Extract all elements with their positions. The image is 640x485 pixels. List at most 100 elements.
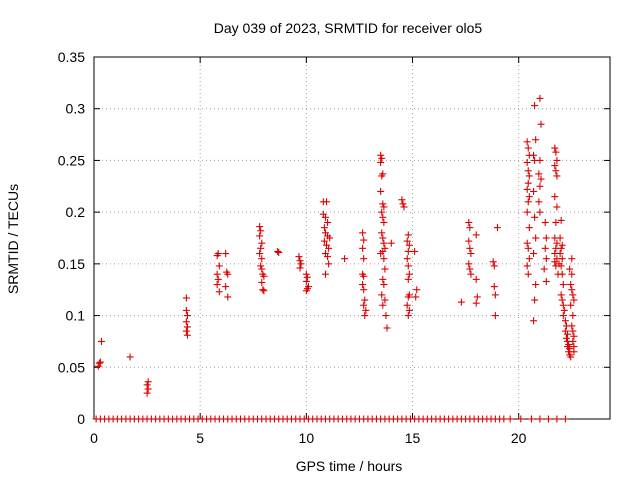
data-point bbox=[553, 156, 561, 164]
data-point bbox=[258, 265, 266, 273]
data-point bbox=[542, 255, 550, 263]
data-point bbox=[359, 281, 367, 289]
data-point bbox=[257, 244, 265, 252]
data-point bbox=[256, 250, 264, 258]
data-point bbox=[144, 385, 152, 393]
data-point bbox=[258, 239, 266, 247]
data-point bbox=[215, 288, 223, 296]
data-point bbox=[213, 281, 221, 289]
x-tick-label: 10 bbox=[299, 430, 315, 446]
x-tick-label: 20 bbox=[511, 430, 527, 446]
data-point bbox=[566, 265, 574, 273]
data-point bbox=[214, 275, 222, 283]
data-point bbox=[568, 255, 576, 263]
data-point bbox=[403, 301, 411, 309]
data-point bbox=[489, 258, 497, 266]
data-point bbox=[524, 167, 532, 175]
data-point bbox=[560, 306, 568, 314]
data-point bbox=[552, 218, 560, 226]
y-tick-label: 0.15 bbox=[58, 256, 85, 272]
data-point bbox=[523, 158, 531, 166]
x-axis-label: GPS time / hours bbox=[296, 458, 403, 474]
data-point bbox=[537, 120, 545, 128]
data-point bbox=[558, 255, 566, 263]
data-point bbox=[491, 312, 499, 320]
data-point bbox=[551, 144, 559, 152]
data-point bbox=[296, 257, 304, 265]
data-point bbox=[126, 353, 134, 361]
data-point bbox=[570, 343, 578, 351]
data-point bbox=[380, 255, 388, 263]
data-point-zero bbox=[553, 415, 561, 423]
data-point bbox=[568, 286, 576, 294]
data-point bbox=[257, 262, 265, 270]
data-point bbox=[302, 277, 310, 285]
data-point bbox=[378, 154, 386, 162]
data-point bbox=[215, 262, 223, 270]
data-point bbox=[259, 286, 267, 294]
data-point bbox=[380, 218, 388, 226]
data-point bbox=[260, 287, 268, 295]
data-point bbox=[359, 244, 367, 252]
data-point bbox=[491, 291, 499, 299]
data-point bbox=[324, 253, 332, 261]
data-point bbox=[403, 237, 411, 245]
data-point-zero bbox=[506, 415, 514, 423]
data-point bbox=[553, 203, 561, 211]
data-point bbox=[523, 239, 531, 247]
data-point bbox=[405, 241, 413, 249]
data-point bbox=[360, 272, 368, 280]
data-point bbox=[551, 193, 559, 201]
data-point bbox=[183, 331, 191, 339]
chart-title: Day 039 of 2023, SRMTID for receiver olo… bbox=[214, 20, 483, 36]
data-point bbox=[570, 332, 578, 340]
data-point bbox=[569, 327, 577, 335]
data-point bbox=[558, 270, 566, 278]
data-point bbox=[524, 179, 532, 187]
data-point bbox=[399, 200, 407, 208]
data-point bbox=[360, 286, 368, 294]
data-point bbox=[551, 162, 559, 170]
tick-labels: 0 5 10 15 20 0 0.05 0.1 0.15 0.2 0.25 0.3 0.35 bbox=[58, 49, 527, 446]
data-point bbox=[536, 182, 544, 190]
data-point bbox=[553, 239, 561, 247]
data-point bbox=[404, 262, 412, 270]
data-point bbox=[96, 358, 104, 366]
data-point bbox=[566, 345, 574, 353]
data-point bbox=[465, 218, 473, 226]
data-point bbox=[404, 293, 412, 301]
x-tick-label: 15 bbox=[405, 430, 421, 446]
data-point-zero bbox=[561, 415, 569, 423]
data-point bbox=[379, 213, 387, 221]
data-point bbox=[302, 270, 310, 278]
data-point bbox=[568, 270, 576, 278]
data-point bbox=[466, 265, 474, 273]
data-point bbox=[213, 270, 221, 278]
data-point bbox=[224, 293, 232, 301]
data-point bbox=[94, 362, 102, 370]
data-point bbox=[275, 248, 283, 256]
data-point bbox=[531, 102, 539, 110]
data-point bbox=[524, 244, 532, 252]
data-point bbox=[523, 262, 531, 270]
data-point bbox=[182, 294, 190, 302]
data-point bbox=[324, 218, 332, 226]
data-point bbox=[400, 203, 408, 211]
data-point bbox=[567, 353, 575, 361]
data-point bbox=[537, 175, 545, 183]
data-point bbox=[490, 283, 498, 291]
data-point bbox=[561, 317, 569, 325]
data-point bbox=[490, 262, 498, 270]
data-point bbox=[559, 301, 567, 309]
data-point bbox=[274, 247, 282, 255]
data-point bbox=[381, 265, 389, 273]
data-point bbox=[360, 301, 368, 309]
data-point bbox=[564, 330, 572, 338]
y-axis-label: SRMTID / TECUs bbox=[5, 184, 21, 294]
data-point bbox=[532, 136, 540, 144]
data-point bbox=[379, 234, 387, 242]
data-point bbox=[320, 224, 328, 232]
data-point bbox=[377, 187, 385, 195]
data-point bbox=[404, 247, 412, 255]
data-point bbox=[320, 237, 328, 245]
